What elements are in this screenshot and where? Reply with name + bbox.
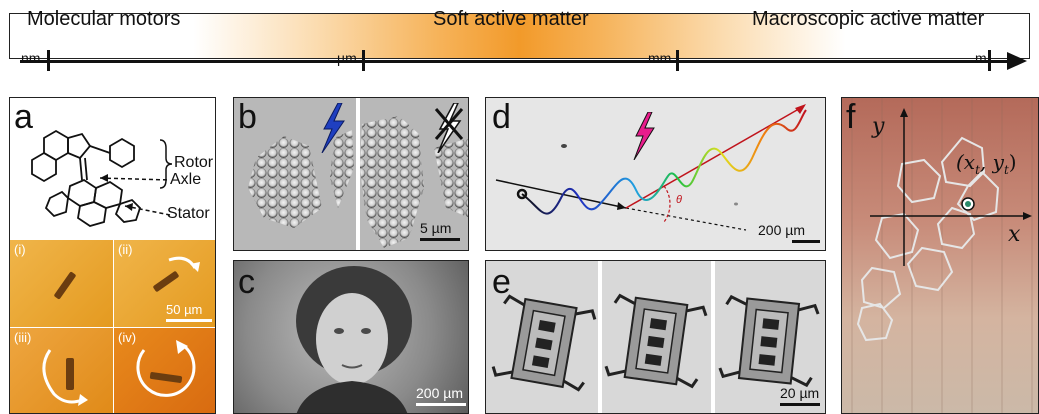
panel-b-label: b <box>238 98 257 136</box>
position-label-sub-y: t <box>1003 163 1009 177</box>
rotor-annotation: Rotor <box>174 154 214 171</box>
panel-e-divider-2 <box>711 261 715 413</box>
scalebar-b-text: 5 µm <box>420 220 452 236</box>
panel-c: c 200 µm <box>233 260 469 414</box>
panel-c-label: c <box>238 263 255 301</box>
tick-label-nm: nm <box>21 50 41 66</box>
tick-label-um: µm <box>337 50 357 66</box>
position-label-close: ) <box>1008 150 1017 174</box>
tick-label-mm: mm <box>648 50 672 66</box>
panel-a: a Rotor Axle Stator (i) (ii) <box>9 97 216 414</box>
trajectory-plot <box>495 104 807 231</box>
panel-a-label: a <box>14 98 33 136</box>
light-pulse-icon <box>633 112 655 160</box>
scalebar-c-text: 200 µm <box>416 385 463 401</box>
rod-particle-iii <box>66 358 74 390</box>
subpanel-i: (i) <box>10 240 113 327</box>
position-label: (xt, yt) <box>956 150 1017 177</box>
scalebar-a: 50 µm <box>166 302 212 322</box>
tick-nm <box>47 50 50 71</box>
robot-trajectory-plot <box>851 98 1033 413</box>
position-label-sub-x: t <box>975 163 980 177</box>
length-scale-axis <box>20 60 1010 63</box>
label-soft-active-matter: Soft active matter <box>433 8 589 30</box>
tick-m <box>988 50 991 71</box>
scalebar-c-line <box>416 403 466 406</box>
molecular-motor-structure <box>31 129 173 227</box>
light-off-icon <box>434 103 464 153</box>
tick-um <box>362 50 365 71</box>
panel-f-label: f <box>846 98 856 136</box>
rotation-arrow-iv <box>136 340 196 397</box>
scalebar-e-text: 20 µm <box>780 385 820 401</box>
rotation-arrow-iii <box>42 349 88 406</box>
scalebar-b-line <box>420 238 460 241</box>
x-axis-label: x <box>1008 222 1021 247</box>
subpanel-ii-label: (ii) <box>118 242 133 257</box>
subpanel-iii: (iii) <box>10 328 113 413</box>
scalebar-c: 200 µm <box>416 385 466 406</box>
position-label-open: (x <box>956 150 976 174</box>
panel-e-divider-1 <box>598 261 602 413</box>
scalebar-a-line <box>166 319 212 322</box>
panel-e-label: e <box>492 263 511 301</box>
scalebar-a-text: 50 µm <box>166 302 203 317</box>
label-molecular-motors: Molecular motors <box>27 8 181 30</box>
subpanel-i-label: (i) <box>14 242 26 257</box>
subpanel-iv: (iv) <box>114 328 215 413</box>
scalebar-e-line <box>780 403 820 406</box>
panel-b-divider <box>356 98 360 250</box>
panel-d-label: d <box>492 98 511 136</box>
scalebar-b: 5 µm <box>420 220 460 241</box>
position-label-y: , y <box>979 150 1004 174</box>
stator-annotation: Stator <box>167 205 210 222</box>
scalebar-e: 20 µm <box>780 385 820 406</box>
tick-mm <box>676 50 679 71</box>
panel-d: d θ 200 µm <box>485 97 826 251</box>
light-on-icon <box>321 103 345 153</box>
scalebar-d: 200 µm <box>758 222 822 243</box>
length-scale-banner <box>9 13 1030 59</box>
subpanel-iii-label: (iii) <box>14 330 32 345</box>
mona-lisa-image <box>296 266 412 413</box>
tick-label-m: m <box>975 50 987 66</box>
scalebar-d-line <box>792 240 820 243</box>
y-axis-label: y <box>872 114 885 139</box>
subpanel-iv-label: (iv) <box>118 330 137 345</box>
microrobot-frames <box>490 293 821 392</box>
axis-arrow-head <box>1007 52 1027 70</box>
panel-f: f y x (xt, yt) <box>841 97 1039 414</box>
label-macroscopic-active-matter: Macroscopic active matter <box>752 8 985 30</box>
subpanel-ii: (ii) 50 µm <box>114 240 215 327</box>
colloid-clusters <box>248 116 468 248</box>
rotation-arrow-ii <box>168 256 200 272</box>
rod-particle-i <box>53 271 77 300</box>
scalebar-d-text: 200 µm <box>758 222 805 238</box>
panel-b: b 5 µm <box>233 97 469 251</box>
panel-e: e 20 µm <box>485 260 826 414</box>
axle-annotation: Axle <box>170 171 202 188</box>
angle-label: θ <box>676 194 682 206</box>
